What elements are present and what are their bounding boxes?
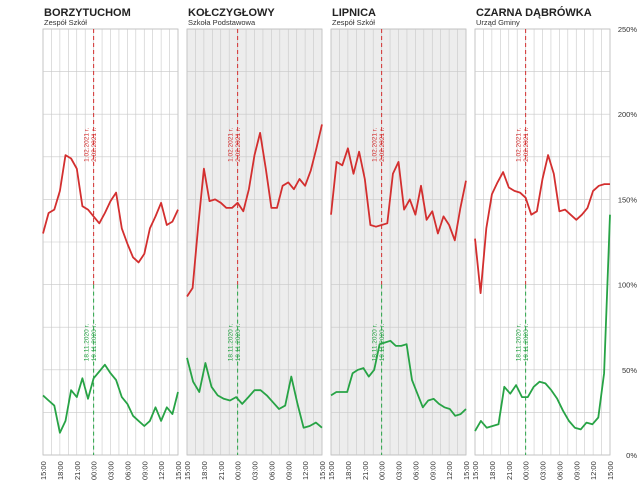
- green-annotation: 18.11.2020 r.: [228, 324, 235, 362]
- green-annotation: 19.11.2020 r.: [235, 324, 242, 362]
- x-tick-label: 12:00: [301, 461, 310, 480]
- x-tick-label: 12:00: [445, 461, 454, 480]
- x-tick-label: 15:00: [39, 461, 48, 480]
- x-tick-label: 18:00: [200, 461, 209, 480]
- x-tick-label: 21:00: [505, 461, 514, 480]
- red-annotation: 2.02.2021 r.: [523, 127, 530, 162]
- x-tick-label: 15:00: [462, 461, 471, 480]
- green-series-line: [474, 214, 611, 432]
- green-series-line: [186, 357, 323, 429]
- red-annotation: 1.02.2021 r.: [84, 127, 91, 162]
- x-tick-label: 15:00: [606, 461, 615, 480]
- x-tick-label: 15:00: [471, 461, 480, 480]
- red-series-line: [474, 154, 610, 295]
- green-annotation: 18.11.2020 r.: [84, 324, 91, 362]
- x-tick-label: 15:00: [327, 461, 336, 480]
- x-tick-label: 09:00: [284, 461, 293, 480]
- x-tick-label: 03:00: [395, 461, 404, 480]
- panel-title: LIPNICA: [332, 7, 376, 19]
- green-annotation: 18.11.2020 r.: [372, 324, 379, 362]
- panel-subtitle: Zespół Szkół: [44, 18, 87, 27]
- green-series-line: [42, 363, 179, 434]
- x-tick-label: 21:00: [217, 461, 226, 480]
- y-tick-label: 50%: [622, 366, 637, 375]
- red-annotation: 2.02.2021 r.: [91, 127, 98, 162]
- x-tick-label: 09:00: [140, 461, 149, 480]
- green-annotation: 18.11.2020 r.: [516, 324, 523, 362]
- panel-title: CZARNA DĄBRÓWKA: [476, 6, 592, 19]
- panel-title: BORZYTUCHOM: [44, 7, 131, 19]
- red-annotation: 1.02.2021 r.: [228, 127, 235, 162]
- red-series-line: [330, 147, 467, 242]
- green-series-line: [330, 339, 467, 417]
- x-tick-label: 18:00: [56, 461, 65, 480]
- x-tick-label: 09:00: [428, 461, 437, 480]
- green-annotation: 19.11.2020 r.: [91, 324, 98, 362]
- x-tick-label: 15:00: [318, 461, 327, 480]
- x-tick-label: 03:00: [251, 461, 260, 480]
- x-tick-label: 06:00: [267, 461, 276, 480]
- panel-subtitle: Szkoła Podstawowa: [188, 18, 256, 27]
- red-annotation: 2.02.2021 r.: [235, 127, 242, 162]
- x-tick-label: 00:00: [378, 461, 387, 480]
- x-tick-label: 12:00: [589, 461, 598, 480]
- y-axis-ticks: 0% 50% 100% 150% 200% 250%: [618, 25, 638, 460]
- x-tick-label: 06:00: [555, 461, 564, 480]
- panel-title: KOŁCZYGŁOWY: [188, 7, 275, 19]
- x-tick-label: 15:00: [183, 461, 192, 480]
- x-tick-label: 03:00: [107, 461, 116, 480]
- red-series-line: [42, 154, 179, 264]
- y-tick-label: 0%: [626, 451, 637, 460]
- x-tick-label: 15:00: [174, 461, 183, 480]
- panel-subtitle: Urząd Gminy: [476, 18, 520, 27]
- y-tick-label: 250%: [618, 25, 638, 34]
- panel-subtitle: Zespół Szkół: [332, 18, 375, 27]
- x-tick-label: 12:00: [157, 461, 166, 480]
- x-tick-label: 09:00: [572, 461, 581, 480]
- x-tick-label: 03:00: [539, 461, 548, 480]
- x-tick-label: 21:00: [361, 461, 370, 480]
- x-tick-label: 00:00: [234, 461, 243, 480]
- x-tick-label: 06:00: [411, 461, 420, 480]
- red-annotation: 2.02.2021 r.: [379, 127, 386, 162]
- y-tick-label: 100%: [618, 281, 638, 290]
- red-series-line: [186, 124, 323, 297]
- y-tick-label: 150%: [618, 195, 638, 204]
- y-tick-label: 200%: [618, 110, 638, 119]
- x-tick-label: 00:00: [522, 461, 531, 480]
- green-annotation: 19.11.2020 r.: [523, 324, 530, 362]
- red-annotation: 1.02.2021 r.: [516, 127, 523, 162]
- x-tick-label: 21:00: [73, 461, 82, 480]
- x-tick-label: 18:00: [488, 461, 497, 480]
- red-annotation: 1.02.2021 r.: [372, 127, 379, 162]
- x-tick-label: 00:00: [90, 461, 99, 480]
- x-tick-label: 18:00: [344, 461, 353, 480]
- x-tick-label: 06:00: [123, 461, 132, 480]
